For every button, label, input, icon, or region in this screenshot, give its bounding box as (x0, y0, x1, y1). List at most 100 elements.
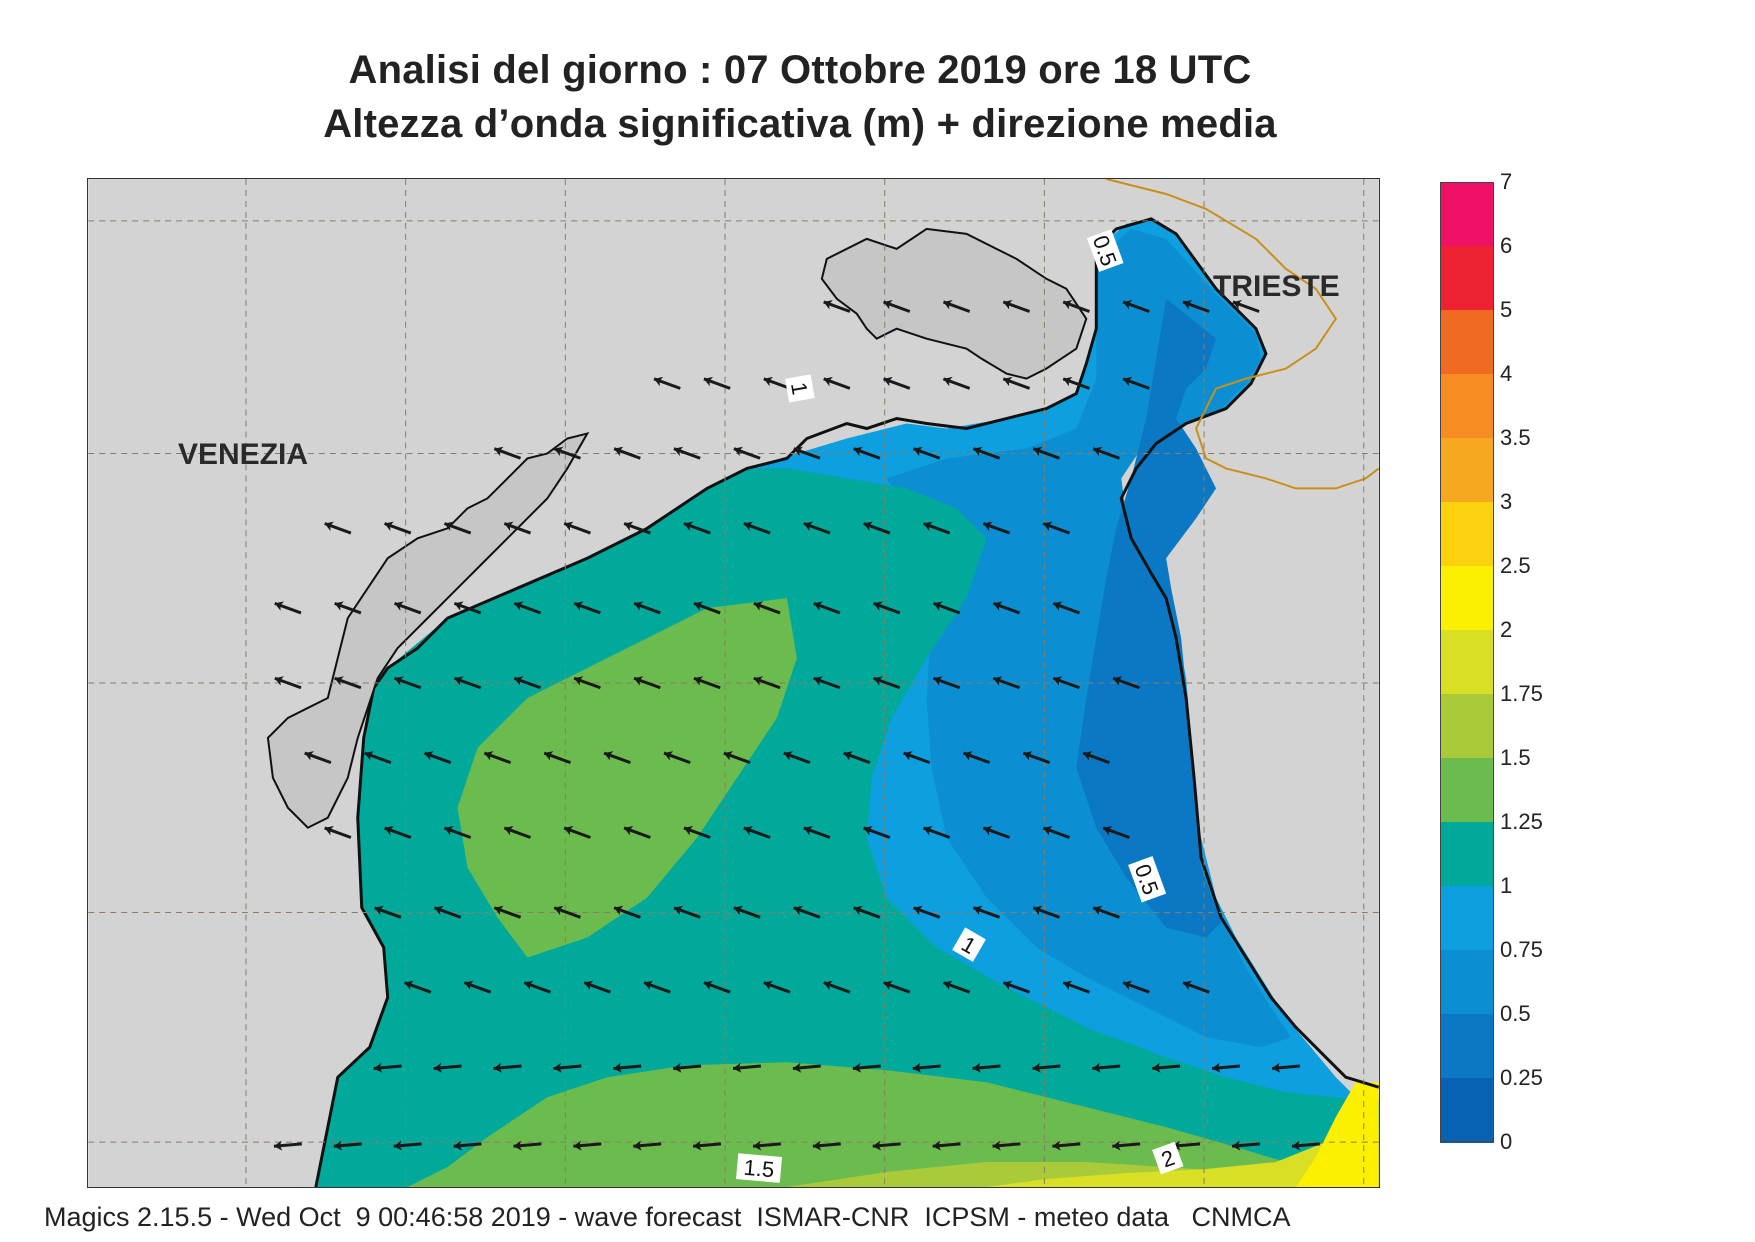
wave-direction-arrow (613, 905, 641, 919)
wave-direction-arrow (902, 751, 931, 765)
wave-direction-arrow (743, 825, 771, 839)
wave-direction-arrow (1092, 446, 1120, 460)
wave-direction-arrow (334, 676, 362, 690)
wave-direction-arrow (273, 1140, 302, 1151)
legend-swatch (1440, 1014, 1494, 1079)
wave-direction-arrow (613, 1062, 642, 1073)
wave-direction-arrow (932, 601, 961, 615)
wave-direction-arrow (374, 905, 402, 919)
wave-direction-arrow (1092, 905, 1120, 919)
wave-direction-arrow (703, 376, 731, 390)
wave-direction-arrow (493, 905, 522, 919)
wave-direction-arrow (1042, 521, 1071, 535)
legend-swatch (1440, 310, 1494, 375)
wave-direction-arrow (1022, 751, 1051, 765)
wave-direction-arrow (1002, 376, 1031, 390)
lat-lon-grid (88, 179, 1379, 1187)
lagoon-land (266, 431, 590, 829)
wave-direction-arrow (803, 825, 831, 839)
wave-direction-arrow (1052, 1140, 1081, 1151)
legend-swatch (1440, 822, 1494, 887)
wave-direction-arrow (723, 751, 751, 765)
wave-direction-arrow (1052, 601, 1080, 615)
wave-direction-arrow (942, 980, 971, 994)
wave-direction-arrow (463, 980, 492, 994)
wave-direction-arrow (563, 521, 591, 535)
wave-direction-arrow (853, 905, 881, 919)
wave-direction-arrow (1002, 980, 1031, 994)
wave-direction-arrow (623, 521, 651, 535)
legend-level-label: 3.5 (1500, 425, 1531, 450)
wave-direction-arrow (274, 676, 302, 690)
wave-direction-arrow (384, 521, 412, 535)
coastline (314, 217, 1379, 1187)
wave-direction-arrow (912, 1062, 941, 1073)
wave-direction-arrow (334, 601, 362, 615)
map-subtitle: Altezza d’onda significativa (m) + direz… (323, 102, 1277, 146)
wave-direction-arrow (733, 905, 761, 919)
wave-direction-arrow (583, 980, 611, 994)
wave-direction-arrow (942, 376, 971, 390)
wave-direction-arrow (693, 676, 721, 690)
wave-direction-arrow (1231, 1140, 1261, 1151)
wave-direction-arrow (693, 1140, 722, 1151)
wave-direction-arrow (932, 676, 961, 690)
wave-direction-arrow (1052, 676, 1080, 690)
svg-text:1.5: 1.5 (743, 1155, 776, 1183)
sea-zone-1-125 (315, 468, 1379, 1187)
wave-direction-arrow (883, 980, 911, 994)
wave-direction-arrow (1182, 980, 1210, 994)
wave-direction-arrow (732, 1062, 762, 1073)
wave-direction-arrow (673, 905, 701, 919)
wave-direction-arrow (433, 1062, 462, 1073)
wave-direction-arrow (613, 446, 641, 460)
wave-direction-arrow (373, 1062, 402, 1073)
city-label-trieste: TRIESTE (1213, 270, 1340, 303)
wave-direction-arrow (813, 676, 841, 690)
legend-level-label: 0 (1500, 1129, 1513, 1154)
wave-direction-arrow (603, 751, 631, 765)
wave-direction-arrow (274, 601, 302, 615)
wave-direction-arrow (453, 601, 482, 615)
wave-direction-arrow (643, 980, 671, 994)
wave-direction-arrow (803, 521, 831, 535)
wave-direction-arrow (793, 905, 821, 919)
wave-direction-arrow (853, 446, 881, 460)
wave-direction-arrow (523, 980, 552, 994)
wave-direction-arrow (1062, 980, 1090, 994)
wave-direction-arrow (1092, 1062, 1121, 1073)
wave-direction-arrow (982, 521, 1011, 535)
wave-direction-arrow (852, 1062, 881, 1073)
wave-direction-arrow (443, 521, 472, 535)
wave-direction-arrow (503, 521, 532, 535)
legend-level-label: 1.25 (1500, 809, 1543, 834)
legend-level-label: 5 (1500, 297, 1513, 322)
wave-direction-arrow (394, 676, 422, 690)
wave-direction-arrow (403, 980, 432, 994)
wave-direction-arrows (273, 300, 1320, 1151)
wave-direction-arrow (753, 676, 781, 690)
wave-direction-arrow (493, 1062, 522, 1073)
wave-direction-arrow (982, 825, 1011, 839)
wave-direction-arrow (493, 446, 522, 460)
wave-direction-arrow (1152, 1062, 1181, 1073)
wave-direction-arrow (1232, 300, 1260, 313)
wave-direction-arrow (573, 1140, 602, 1151)
wave-direction-arrow (922, 825, 951, 839)
wave-direction-arrow (1042, 825, 1071, 839)
wave-direction-arrow (1002, 300, 1031, 313)
wave-direction-arrow (1122, 980, 1150, 994)
wave-direction-arrow (752, 1140, 781, 1151)
wave-direction-arrow (812, 1140, 841, 1151)
wave-direction-arrow (1182, 300, 1210, 313)
wave-direction-arrow (553, 1062, 582, 1073)
legend-swatch (1440, 438, 1494, 503)
wave-direction-arrow (873, 601, 901, 615)
wave-direction-arrow (1122, 376, 1150, 390)
wave-direction-arrow (873, 676, 901, 690)
wave-direction-arrow (843, 751, 871, 765)
wave-direction-arrow (1172, 1140, 1201, 1151)
wave-direction-arrow (992, 1140, 1021, 1151)
legend-swatch (1440, 1078, 1494, 1143)
wave-direction-arrow (883, 300, 911, 313)
